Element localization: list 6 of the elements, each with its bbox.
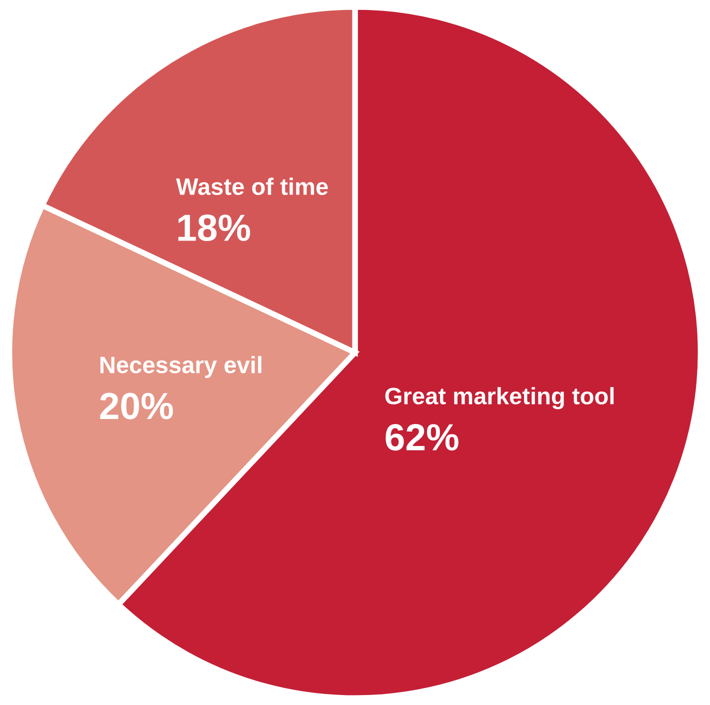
slice-label: Great marketing tool [385,387,614,410]
slice-label: Waste of time [176,178,328,196]
data-label: 20% [100,392,173,420]
data-label: 62% [386,424,458,451]
data-label: 18% [178,214,250,242]
slice-label: Necessary evil [100,356,262,378]
